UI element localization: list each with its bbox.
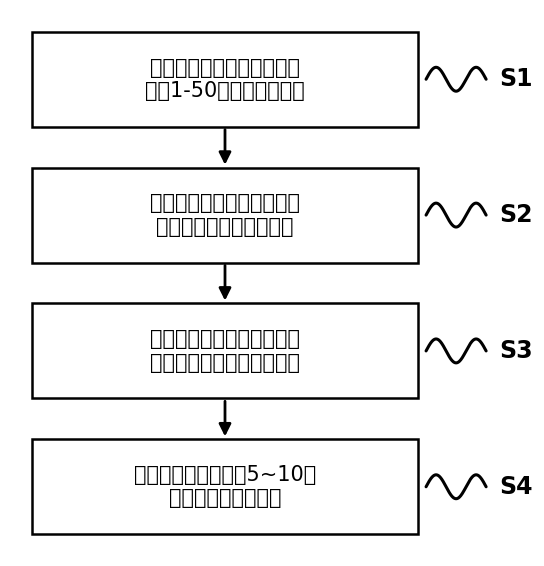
Text: S2: S2	[499, 203, 533, 227]
FancyBboxPatch shape	[32, 32, 418, 127]
Text: S4: S4	[499, 475, 533, 499]
FancyBboxPatch shape	[32, 168, 418, 263]
FancyBboxPatch shape	[32, 303, 418, 398]
Text: 正常吸入给药，保持5~10秒
使药粉完全到达肺部: 正常吸入给药，保持5~10秒 使药粉完全到达肺部	[134, 465, 316, 508]
Text: 吸入气体，给药无水乳糖微
粉，使其预沉积于呼吸道: 吸入气体，给药无水乳糖微 粉，使其预沉积于呼吸道	[150, 194, 300, 237]
Text: S1: S1	[499, 67, 533, 91]
Text: 依据目标给药部位，装入粒
径在1-50微米的无水乳糖: 依据目标给药部位，装入粒 径在1-50微米的无水乳糖	[145, 58, 305, 101]
Text: 完全呼出气体，在一分钟内
调节好吸入器，准备再吸入: 完全呼出气体，在一分钟内 调节好吸入器，准备再吸入	[150, 329, 300, 372]
Text: S3: S3	[499, 339, 533, 363]
FancyBboxPatch shape	[32, 439, 418, 534]
